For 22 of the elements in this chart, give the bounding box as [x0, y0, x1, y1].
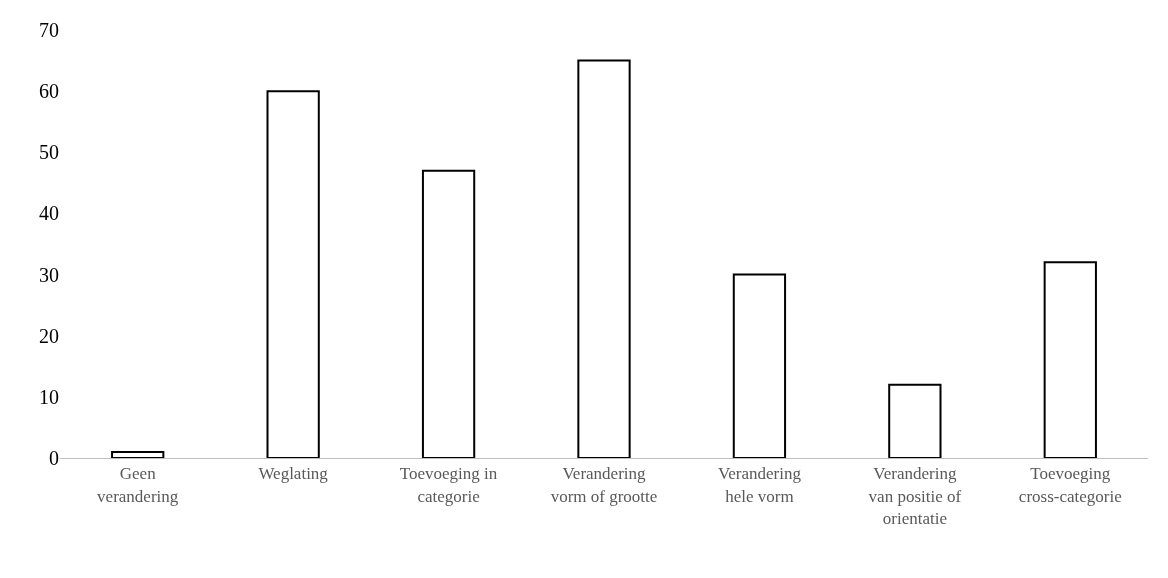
x-tick-label: Verandering hele vorm: [717, 464, 802, 506]
bar: [421, 169, 476, 458]
y-tick-label: 60: [39, 80, 59, 103]
y-tick-label: 20: [39, 324, 59, 347]
x-tick-label: Weglating: [258, 464, 329, 484]
bar: [111, 450, 165, 458]
y-tick-label: 50: [39, 141, 59, 164]
y-tick-label: 70: [39, 19, 59, 41]
bar: [732, 273, 787, 458]
x-tick-label: Toevoeging cross-categorie: [1018, 464, 1122, 506]
x-tick-label: Geen verandering: [97, 464, 179, 506]
bar: [266, 90, 320, 458]
bar: [577, 59, 631, 458]
y-tick-label: 30: [39, 263, 59, 286]
x-tick-label: Verandering vorm of grootte: [550, 464, 658, 506]
y-tick-label: 0: [49, 447, 59, 469]
y-tick-label: 10: [39, 385, 59, 408]
x-tick-label: Toevoeging in categorie: [399, 464, 498, 506]
x-tick-label: Verandering van positie of orientatie: [868, 464, 962, 528]
bar: [1043, 261, 1097, 458]
y-tick-label: 40: [39, 202, 59, 225]
bar: [888, 383, 942, 458]
